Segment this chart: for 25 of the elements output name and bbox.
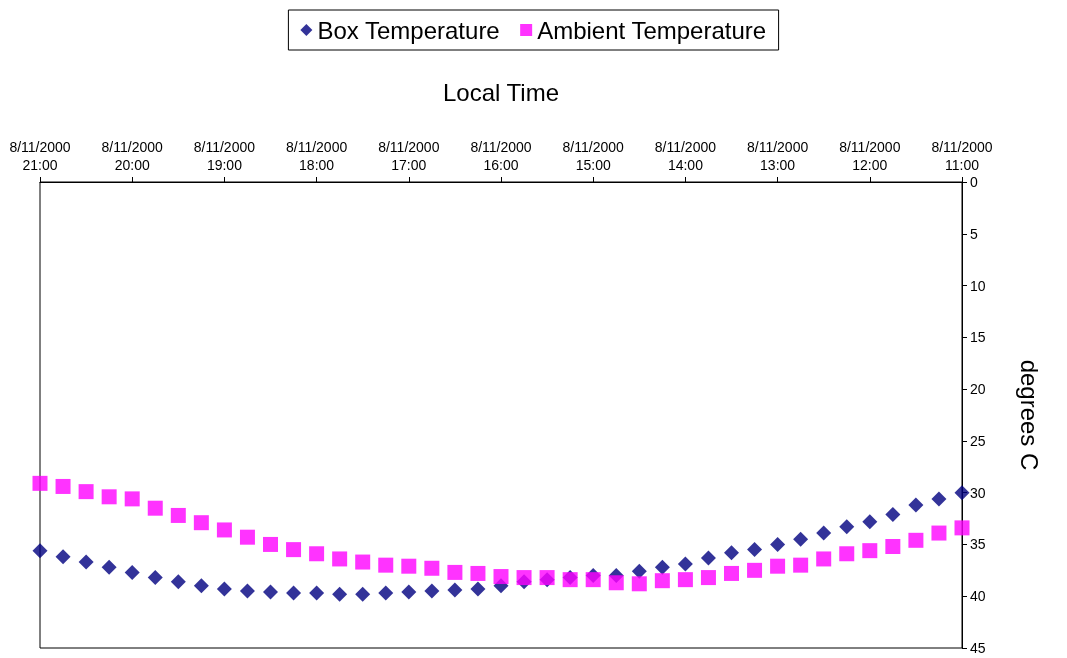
x-tick-label: 8/11/2000 12:00	[839, 139, 901, 173]
y-tick-label: 35	[970, 536, 986, 553]
x-tick-label: 8/11/2000 14:00	[654, 139, 717, 173]
legend-label: Box Temperature	[317, 16, 500, 44]
y-axis-title: degrees C	[1015, 359, 1043, 471]
x-tick-label: 8/11/2000 15:00	[562, 139, 625, 173]
x-tick-label: 8/11/2000 13:00	[746, 139, 809, 173]
y-tick-label: 45	[970, 640, 986, 656]
x-tick-label: 8/11/2000 20:00	[101, 139, 164, 173]
x-tick-label: 8/11/2000 19:00	[193, 139, 256, 173]
y-tick-label: 40	[970, 588, 986, 605]
y-tick-label: 30	[970, 484, 986, 501]
x-tick-label: 8/11/2000 16:00	[470, 139, 532, 173]
y-tick-label: 15	[970, 329, 986, 346]
legend-label: Ambient Temperature	[537, 16, 767, 44]
y-tick-label: 20	[970, 381, 986, 398]
y-tick-label: 0	[970, 174, 978, 190]
x-axis-title: Local Time	[442, 78, 560, 106]
x-tick-label: 8/11/2000 21:00	[9, 139, 71, 173]
y-tick-label: 25	[970, 432, 986, 449]
x-tick-label: 8/11/2000 11:00	[931, 139, 993, 173]
x-tick-label: 8/11/2000 17:00	[378, 139, 440, 173]
y-tick-label: 10	[970, 277, 986, 294]
y-tick-label: 5	[970, 225, 978, 242]
x-tick-label: 8/11/2000 18:00	[285, 139, 348, 173]
